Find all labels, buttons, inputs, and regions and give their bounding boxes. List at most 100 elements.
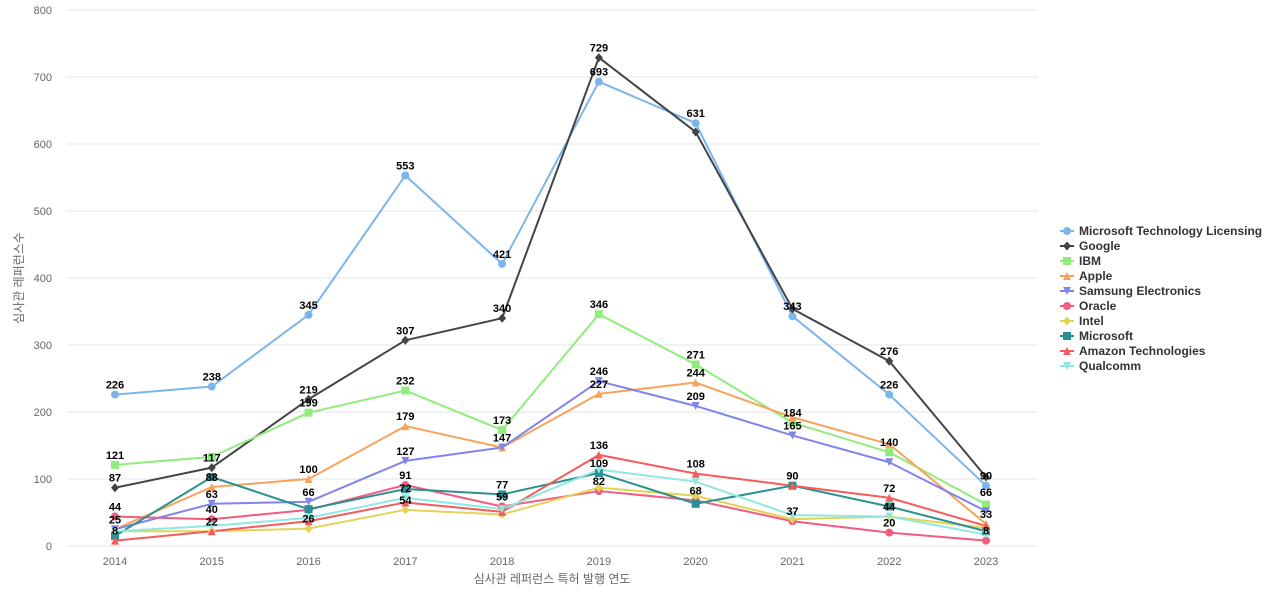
data-label: 631: [686, 108, 704, 120]
point-marker: [498, 259, 507, 268]
point-marker: [691, 499, 700, 508]
series-line-9: [114, 468, 987, 536]
series-lines: [114, 56, 987, 542]
series-line-4: [114, 380, 987, 531]
x-tick-label: 2022: [877, 556, 901, 568]
data-label: 82: [593, 476, 605, 488]
data-label: 40: [206, 504, 218, 516]
data-label: 729: [590, 43, 608, 55]
legend-item[interactable]: Microsoft Technology Licensing: [1060, 224, 1262, 238]
data-label: 136: [590, 440, 608, 452]
point-marker: [401, 335, 410, 345]
data-label: 37: [786, 506, 798, 518]
legend-item[interactable]: Google: [1060, 239, 1121, 253]
data-label: 108: [686, 459, 704, 471]
point-marker: [691, 469, 700, 478]
legend-item[interactable]: Microsoft: [1060, 329, 1133, 343]
legend-item[interactable]: IBM: [1060, 254, 1101, 268]
point-marker: [401, 456, 410, 465]
point-marker: [304, 513, 313, 522]
data-label: 44: [883, 502, 896, 514]
point-marker: [111, 483, 119, 493]
x-tick-label: 2021: [780, 556, 804, 568]
point-marker: [304, 310, 313, 319]
point-marker: [594, 465, 603, 474]
legend-marker: [1063, 287, 1071, 295]
data-label: 25: [109, 514, 121, 526]
legend-item[interactable]: Amazon Technologies: [1060, 344, 1206, 358]
legend-marker: [1063, 332, 1071, 340]
point-marker: [982, 481, 990, 490]
x-tick-label: 2016: [296, 556, 320, 568]
point-marker: [885, 356, 894, 366]
data-label: 276: [880, 346, 898, 358]
data-label: 109: [590, 458, 608, 470]
point-marker: [207, 499, 216, 508]
x-axis-ticks: 2014 2015 2016 2017 2018 2019 2020 2021 2022 2023: [103, 556, 998, 568]
legend-item[interactable]: Apple: [1060, 269, 1113, 283]
y-tick-label: 800: [34, 5, 52, 17]
legend-marker: [1063, 241, 1071, 251]
data-label: 421: [493, 249, 511, 261]
y-tick-label: 700: [34, 72, 52, 84]
data-label: 345: [299, 300, 317, 312]
x-tick-label: 2019: [587, 556, 611, 568]
data-label: 54: [399, 495, 412, 507]
legend-item[interactable]: Intel: [1060, 314, 1104, 328]
point-marker: [304, 524, 313, 534]
x-tick-label: 2018: [490, 556, 514, 568]
point-marker: [401, 171, 410, 180]
point-marker: [498, 313, 507, 323]
point-marker: [304, 394, 313, 404]
data-label: 165: [783, 420, 801, 432]
data-labels: 2261218744258238117886340223452191991006…: [106, 43, 992, 538]
data-label: 244: [686, 368, 705, 380]
point-marker: [401, 505, 410, 515]
data-label: 88: [206, 472, 218, 484]
point-marker: [207, 483, 216, 492]
point-marker: [788, 431, 797, 440]
x-tick-label: 2017: [393, 556, 417, 568]
series-line-1: [114, 56, 987, 489]
point-marker: [111, 390, 119, 399]
data-label: 66: [302, 487, 314, 499]
point-marker: [207, 463, 216, 473]
legend: Microsoft Technology LicensingGoogleIBMA…: [1060, 224, 1262, 373]
data-label: 33: [980, 509, 992, 521]
data-label: 90: [786, 471, 798, 483]
point-marker: [788, 413, 797, 422]
point-marker: [982, 536, 990, 545]
gridlines: [67, 9, 1038, 547]
point-marker: [594, 53, 603, 63]
point-marker: [401, 386, 410, 395]
data-label: 20: [883, 518, 895, 530]
point-marker: [885, 493, 894, 502]
point-marker: [111, 527, 119, 536]
point-marker: [691, 378, 700, 387]
data-label: 173: [493, 415, 511, 427]
legend-item[interactable]: Qualcomm: [1060, 359, 1141, 373]
legend-label: Microsoft Technology Licensing: [1079, 224, 1262, 238]
point-marker: [304, 475, 313, 483]
point-marker: [594, 377, 603, 386]
legend-item[interactable]: Samsung Electronics: [1060, 284, 1201, 298]
data-label: 63: [206, 489, 218, 501]
point-marker: [401, 422, 410, 431]
series-line-8: [114, 453, 987, 542]
data-label: 8: [112, 526, 118, 538]
data-label: 66: [980, 487, 992, 499]
data-label: 232: [396, 376, 414, 388]
point-marker: [401, 493, 410, 502]
legend-item[interactable]: Oracle: [1060, 299, 1117, 313]
legend-label: Microsoft: [1079, 329, 1133, 343]
series-markers: [111, 53, 990, 545]
y-tick-label: 400: [34, 273, 52, 285]
legend-label: Oracle: [1079, 299, 1117, 313]
legend-label: IBM: [1079, 254, 1101, 268]
y-tick-label: 600: [34, 139, 52, 151]
point-marker: [304, 505, 313, 514]
point-marker: [207, 521, 216, 530]
data-label: 140: [880, 437, 898, 449]
point-marker: [691, 360, 700, 369]
